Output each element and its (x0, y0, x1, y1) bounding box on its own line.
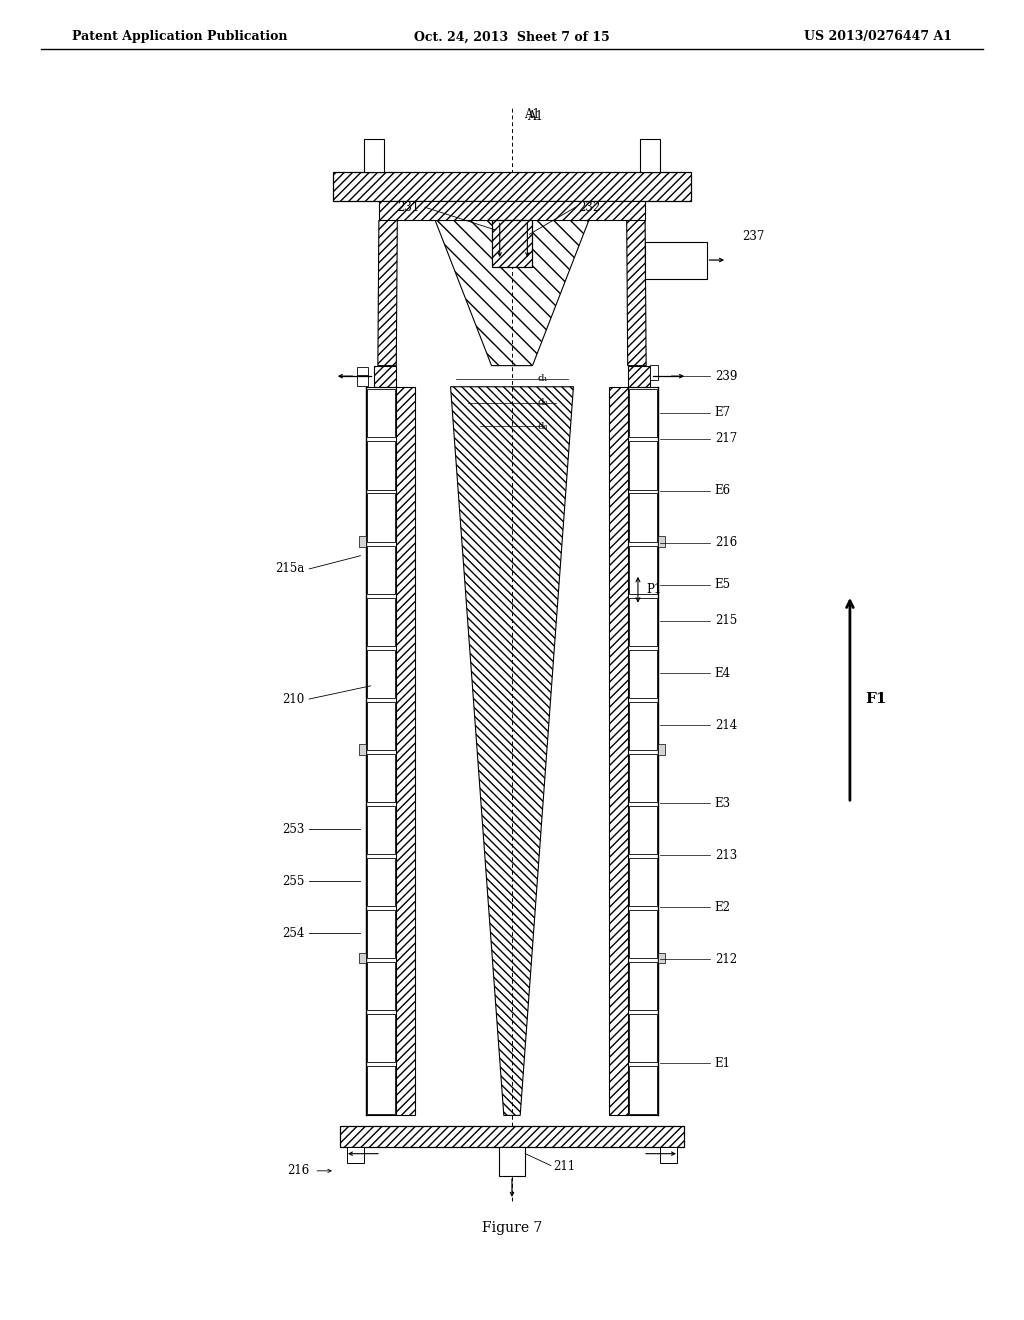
Bar (629, 389, 657, 437)
Bar (367, 962, 395, 1010)
Bar (359, 536, 366, 546)
Bar (367, 858, 395, 906)
Text: 232: 232 (579, 201, 601, 214)
Text: US 2013/0276447 A1: US 2013/0276447 A1 (804, 30, 952, 44)
Bar (367, 909, 395, 958)
Bar (658, 953, 665, 964)
Bar (629, 805, 657, 854)
Bar (367, 702, 395, 750)
Bar (359, 953, 366, 964)
Text: d₃: d₃ (538, 422, 548, 430)
Text: 254: 254 (282, 927, 304, 940)
Text: 215a: 215a (274, 562, 304, 576)
Text: E2: E2 (715, 900, 731, 913)
Text: E3: E3 (715, 797, 731, 809)
Bar (658, 744, 665, 755)
Text: 231: 231 (397, 201, 420, 214)
Text: 216: 216 (715, 536, 737, 549)
Bar (629, 545, 657, 594)
Text: Oct. 24, 2013  Sheet 7 of 15: Oct. 24, 2013 Sheet 7 of 15 (414, 30, 610, 44)
Text: Figure 7: Figure 7 (482, 1221, 542, 1236)
Text: E6: E6 (715, 484, 731, 498)
Bar (364, 139, 384, 172)
Bar (629, 1067, 657, 1114)
Polygon shape (435, 220, 589, 366)
Text: E5: E5 (715, 578, 731, 591)
Bar (379, 201, 645, 220)
Bar (660, 1147, 677, 1163)
Text: E1: E1 (715, 1057, 731, 1069)
Polygon shape (627, 220, 646, 366)
Bar (359, 744, 366, 755)
Bar (333, 172, 691, 201)
Bar (629, 858, 657, 906)
Bar (499, 1147, 525, 1176)
Text: 239: 239 (715, 370, 737, 383)
Text: E7: E7 (715, 407, 731, 420)
Text: A1: A1 (527, 110, 544, 123)
Bar (340, 1126, 684, 1147)
Text: d₂: d₂ (538, 399, 548, 407)
Bar (367, 545, 395, 594)
Text: 211: 211 (553, 1160, 575, 1173)
Text: 210: 210 (282, 693, 304, 705)
Text: A1: A1 (524, 108, 541, 121)
Bar (645, 242, 707, 279)
Bar (629, 702, 657, 750)
Bar (628, 366, 650, 387)
Bar (367, 805, 395, 854)
Bar (396, 387, 415, 1115)
Text: E4: E4 (715, 667, 731, 680)
Bar (367, 494, 395, 541)
Bar (367, 1014, 395, 1063)
Text: 237: 237 (742, 230, 765, 243)
Bar (609, 387, 628, 1115)
Bar (629, 909, 657, 958)
Text: 255: 255 (282, 875, 304, 887)
Polygon shape (451, 387, 573, 1115)
Bar (629, 441, 657, 490)
Polygon shape (378, 220, 397, 366)
Text: 253: 253 (282, 822, 304, 836)
Text: d₁: d₁ (538, 375, 548, 383)
Text: 214: 214 (715, 718, 737, 731)
Bar (367, 598, 395, 645)
Bar (357, 367, 368, 378)
Bar (367, 754, 395, 801)
Bar (650, 364, 658, 380)
Bar (367, 649, 395, 698)
Bar (629, 649, 657, 698)
Bar (629, 1014, 657, 1063)
Text: 216: 216 (287, 1164, 309, 1177)
Bar (492, 220, 532, 267)
Bar (629, 962, 657, 1010)
Bar (347, 1147, 364, 1163)
Bar (629, 494, 657, 541)
Bar (357, 375, 368, 385)
Bar (640, 139, 660, 172)
Text: 217: 217 (715, 433, 737, 445)
Bar (367, 1067, 395, 1114)
Text: 215: 215 (715, 615, 737, 627)
Text: P1: P1 (646, 583, 662, 597)
Text: 212: 212 (715, 953, 737, 966)
Bar (374, 366, 396, 387)
Bar (629, 598, 657, 645)
Text: 213: 213 (715, 849, 737, 862)
Bar (629, 754, 657, 801)
Text: Patent Application Publication: Patent Application Publication (72, 30, 287, 44)
Bar (658, 536, 665, 546)
Bar (367, 441, 395, 490)
Bar (367, 389, 395, 437)
Text: F1: F1 (865, 692, 887, 706)
